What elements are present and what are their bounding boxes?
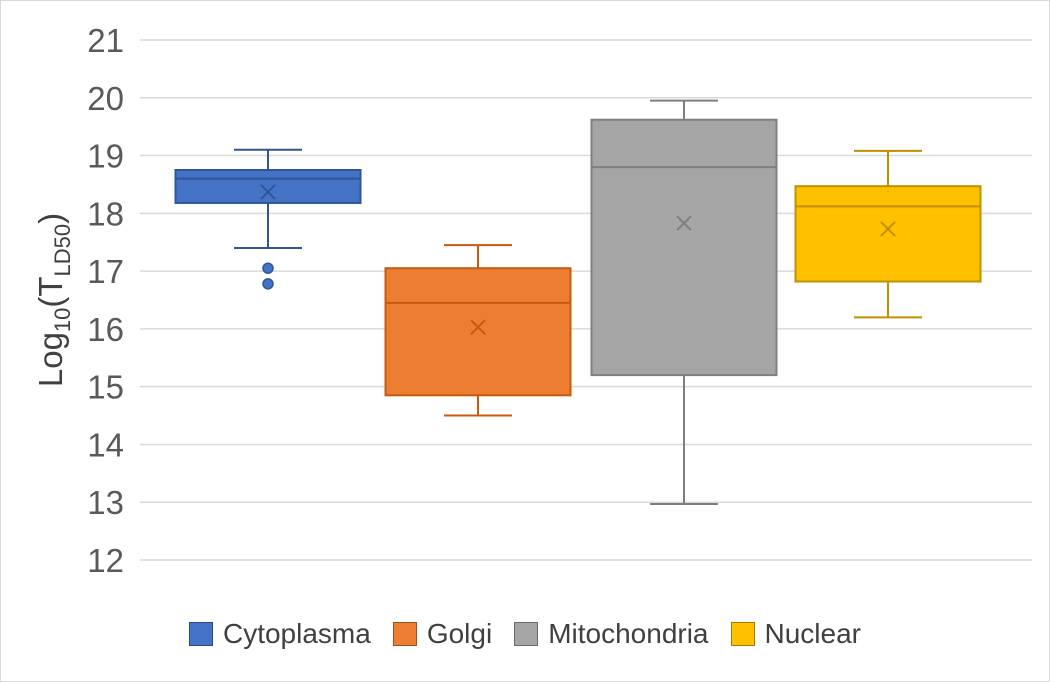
mean-marker: [260, 184, 276, 200]
iqr-box: [590, 118, 778, 377]
legend-label: Nuclear: [764, 618, 861, 649]
iqr-box: [384, 267, 572, 397]
y-label-sub: 10: [50, 308, 75, 332]
box-golgi: [384, 244, 572, 417]
y-tick-label: 15: [87, 369, 124, 406]
y-label-main: Log: [32, 332, 69, 387]
legend-item-golgi: Golgi: [392, 618, 493, 650]
mean-marker: [676, 215, 692, 231]
y-tick-label: 16: [87, 311, 124, 348]
outlier-point: [262, 278, 274, 290]
legend-label: Cytoplasma: [222, 618, 371, 649]
y-tick-label: 18: [87, 195, 124, 232]
legend: Cytoplasma Golgi Mitochondria Nuclear: [0, 612, 1050, 656]
y-label-close: ): [32, 213, 69, 224]
gridlines: [140, 39, 1032, 561]
y-axis-label: Log10(TLD50): [32, 213, 75, 387]
box-cytoplasma: [174, 148, 362, 290]
y-tick-label: 19: [87, 138, 124, 175]
legend-item-cytoplasma: Cytoplasma: [188, 618, 371, 650]
y-tick-label: 12: [87, 542, 124, 579]
y-tick-label: 20: [87, 80, 124, 117]
legend-swatch: [392, 622, 417, 646]
legend-swatch: [514, 622, 539, 646]
iqr-box: [174, 169, 362, 204]
boxes: [174, 99, 982, 505]
box-nuclear: [794, 149, 982, 319]
outlier-point: [262, 262, 274, 274]
y-tick-label: 13: [87, 484, 124, 521]
mean-marker: [880, 221, 896, 237]
y-label-subscript: LD50: [50, 224, 75, 277]
iqr-box: [794, 185, 982, 283]
box-plot-chart: 12 13 14 15 16 17 18 19 20 21 Log10(TLD50): [32, 22, 1032, 579]
legend-item-mitochondria: Mitochondria: [514, 618, 709, 650]
y-axis-ticks: 12 13 14 15 16 17 18 19 20 21: [87, 22, 124, 579]
box-mitochondria: [590, 99, 778, 505]
legend-label: Golgi: [426, 618, 493, 649]
legend-item-nuclear: Nuclear: [730, 618, 861, 650]
y-tick-label: 21: [87, 22, 124, 59]
legend-swatch: [730, 622, 755, 646]
legend-swatch: [188, 622, 213, 646]
y-label-open: (T: [32, 276, 69, 307]
legend-label: Mitochondria: [548, 618, 709, 649]
y-tick-label: 14: [87, 426, 124, 463]
y-tick-label: 17: [87, 253, 124, 290]
mean-marker: [470, 319, 486, 335]
